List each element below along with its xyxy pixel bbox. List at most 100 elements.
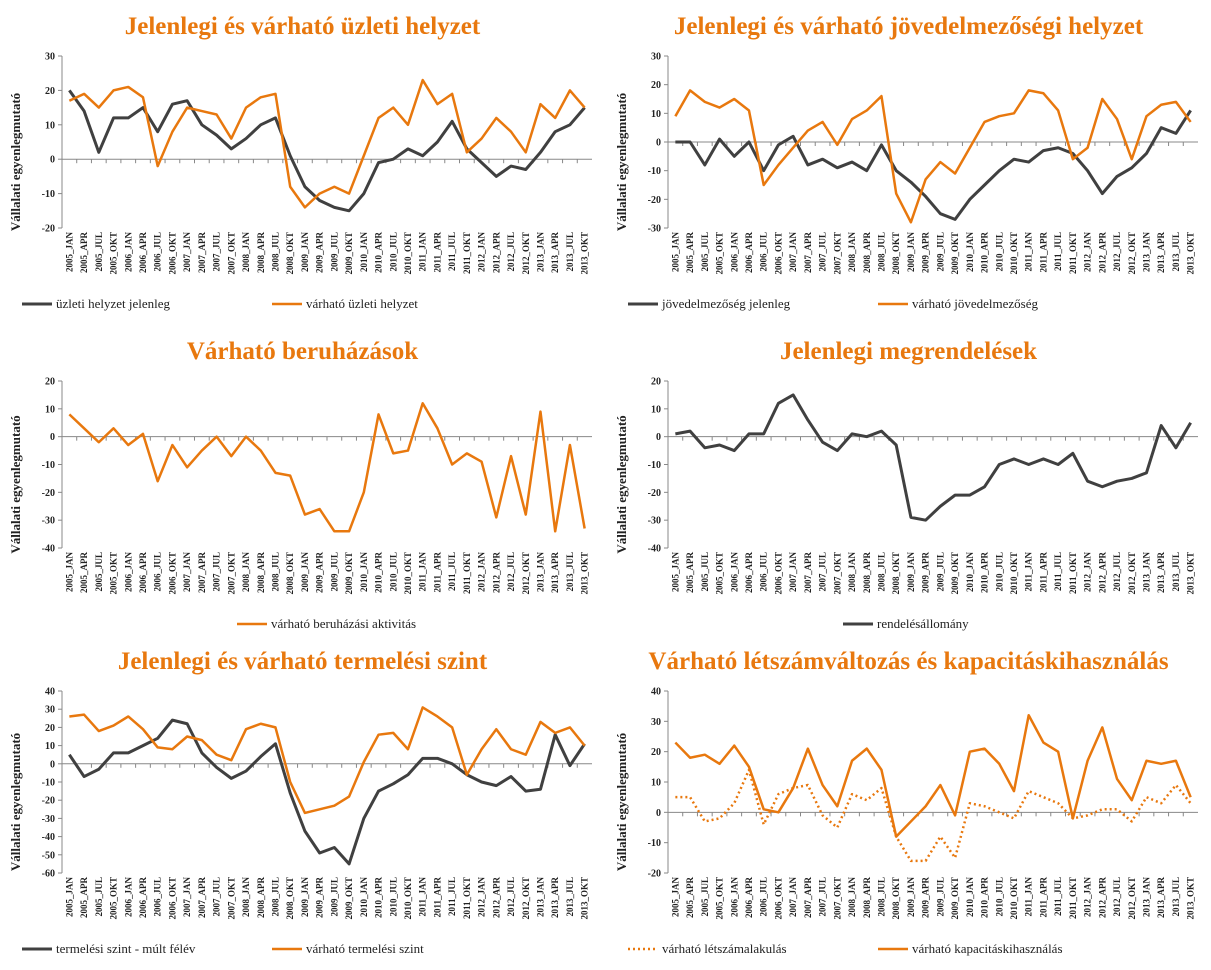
- legend-label: várható jövedelmezőség: [912, 296, 1038, 311]
- x-tick-label: 2006_JAN: [123, 552, 133, 592]
- x-tick-label: 2006_JUL: [759, 877, 769, 917]
- x-tick-label: 2011_JAN: [1024, 552, 1034, 592]
- x-tick-label: 2012_OKT: [521, 877, 531, 920]
- x-tick-label: 2013_JAN: [1141, 877, 1151, 917]
- x-tick-label: 2006_JAN: [729, 877, 739, 917]
- x-tick-label: 2013_JUL: [565, 877, 575, 917]
- x-tick-label: 2012_JUL: [1112, 552, 1122, 592]
- x-tick-label: 2008_APR: [256, 552, 266, 593]
- x-tick-label: 2010_JAN: [965, 552, 975, 592]
- x-tick-label: 2013_OKT: [580, 232, 590, 275]
- x-tick-label: 2008_OKT: [891, 232, 901, 275]
- x-tick-label: 2012_OKT: [521, 552, 531, 595]
- x-tick-label: 2008_APR: [862, 552, 872, 593]
- x-tick-label: 2013_JUL: [1171, 552, 1181, 592]
- x-tick-label: 2011_JAN: [418, 877, 428, 917]
- x-tick-label: 2006_APR: [744, 877, 754, 918]
- y-tick-label: -10: [648, 166, 661, 177]
- x-tick-label: 2006_APR: [744, 232, 754, 273]
- x-tick-label: 2011_JAN: [418, 232, 428, 272]
- x-tick-label: 2010_OKT: [403, 552, 413, 595]
- x-tick-label: 2008_OKT: [891, 552, 901, 595]
- x-tick-label: 2013_JUL: [565, 552, 575, 592]
- x-tick-label: 2010_OKT: [1009, 232, 1019, 275]
- chart: Vállalati egyenlegmutató -20 -10 0 10 20 30 40 2…: [614, 687, 1198, 956]
- x-tick-label: 2010_JAN: [965, 877, 975, 917]
- y-axis-label: Vállalati egyenlegmutató: [614, 93, 629, 231]
- x-tick-label: 2005_APR: [685, 232, 695, 273]
- x-tick-label: 2007_OKT: [832, 552, 842, 595]
- x-tick-label: 2011_APR: [1038, 551, 1048, 592]
- x-tick-label: 2006_JUL: [153, 232, 163, 272]
- x-tick-label: 2010_APR: [980, 877, 990, 918]
- x-tick-label: 2007_JUL: [212, 232, 222, 272]
- x-tick-label: 2010_JUL: [388, 877, 398, 917]
- y-tick-label: -10: [42, 778, 55, 789]
- y-axis-label: Vállalati egyenlegmutató: [8, 93, 23, 231]
- series-line: [69, 706, 586, 815]
- x-tick-label: 2006_OKT: [773, 232, 783, 275]
- chart: Vállalati egyenlegmutató -60 -50 -40 -30 -20 -…: [8, 687, 592, 956]
- x-tick-label: 2006_JUL: [153, 552, 163, 592]
- x-tick-label: 2011_JUL: [1053, 552, 1063, 591]
- x-tick-label: 2008_APR: [256, 232, 266, 273]
- x-tick-label: 2011_APR: [1038, 876, 1048, 917]
- x-tick-label: 2012_APR: [1097, 552, 1107, 593]
- y-tick-label: -50: [42, 850, 55, 861]
- y-axis-label: Vállalati egyenlegmutató: [8, 733, 23, 871]
- x-tick-label: 2009_JAN: [300, 232, 310, 272]
- x-tick-label: 2010_JAN: [359, 877, 369, 917]
- x-tick-label: 2012_APR: [491, 552, 501, 593]
- legend-label: rendelésállomány: [877, 616, 969, 631]
- y-tick-label: -10: [42, 189, 55, 200]
- x-tick-label: 2011_JAN: [1024, 877, 1034, 917]
- y-tick-label: 20: [651, 377, 661, 388]
- x-tick-label: 2009_OKT: [344, 232, 354, 275]
- x-tick-label: 2008_JAN: [847, 232, 857, 272]
- chart-title: Jelenlegi és várható jövedelmezőségi hel…: [673, 13, 1144, 40]
- legend-label: várható beruházási aktivitás: [271, 616, 416, 631]
- x-tick-label: 2009_OKT: [344, 877, 354, 920]
- x-tick-label: 2006_JUL: [759, 232, 769, 272]
- y-tick-label: 0: [50, 432, 55, 443]
- x-tick-label: 2006_APR: [744, 552, 754, 593]
- x-tick-label: 2009_JUL: [329, 232, 339, 272]
- x-tick-label: 2009_JUL: [329, 552, 339, 592]
- x-tick-label: 2012_JAN: [477, 552, 487, 592]
- chart-title: Várható létszámváltozás és kapacitáskiha…: [648, 648, 1169, 675]
- y-tick-label: -10: [648, 838, 661, 849]
- x-tick-label: 2008_JUL: [270, 877, 280, 917]
- x-tick-label: 2008_JUL: [876, 232, 886, 272]
- chart-panel: Várható beruházások Vállalati egyenlegmut…: [0, 325, 605, 640]
- series-line: [674, 89, 1192, 224]
- chart: Vállalati egyenlegmutató -20 -10 0 10 20 30 200…: [8, 52, 592, 311]
- x-tick-label: 2013_JAN: [1141, 552, 1151, 592]
- x-tick-label: 2013_JAN: [535, 552, 545, 592]
- x-tick-label: 2005_JAN: [670, 877, 680, 917]
- x-tick-label: 2007_JUL: [212, 552, 222, 592]
- series-line: [675, 109, 1192, 221]
- x-tick-label: 2010_OKT: [403, 232, 413, 275]
- x-tick-label: 2006_JAN: [123, 232, 133, 272]
- x-tick-label: 2007_JAN: [182, 877, 192, 917]
- x-tick-label: 2011_OKT: [1068, 552, 1078, 594]
- chart-title: Várható beruházások: [186, 338, 419, 365]
- x-tick-label: 2010_JAN: [359, 232, 369, 272]
- x-tick-label: 2005_JUL: [94, 877, 104, 917]
- x-tick-label: 2005_JAN: [670, 552, 680, 592]
- x-tick-label: 2011_OKT: [462, 232, 472, 274]
- x-tick-label: 2009_JUL: [935, 877, 945, 917]
- y-tick-label: -40: [648, 544, 661, 555]
- x-tick-label: 2011_APR: [432, 876, 442, 917]
- x-tick-label: 2009_JUL: [935, 232, 945, 272]
- x-tick-label: 2008_JUL: [270, 232, 280, 272]
- x-tick-label: 2012_APR: [1097, 877, 1107, 918]
- x-tick-label: 2012_JUL: [1112, 232, 1122, 272]
- x-tick-label: 2007_OKT: [226, 232, 236, 275]
- x-tick-label: 2006_JUL: [153, 877, 163, 917]
- x-tick-label: 2013_JUL: [1171, 877, 1181, 917]
- legend-label: termelési szint - múlt félév: [56, 941, 196, 956]
- x-tick-label: 2012_OKT: [1127, 552, 1137, 595]
- x-tick-label: 2007_JAN: [182, 552, 192, 592]
